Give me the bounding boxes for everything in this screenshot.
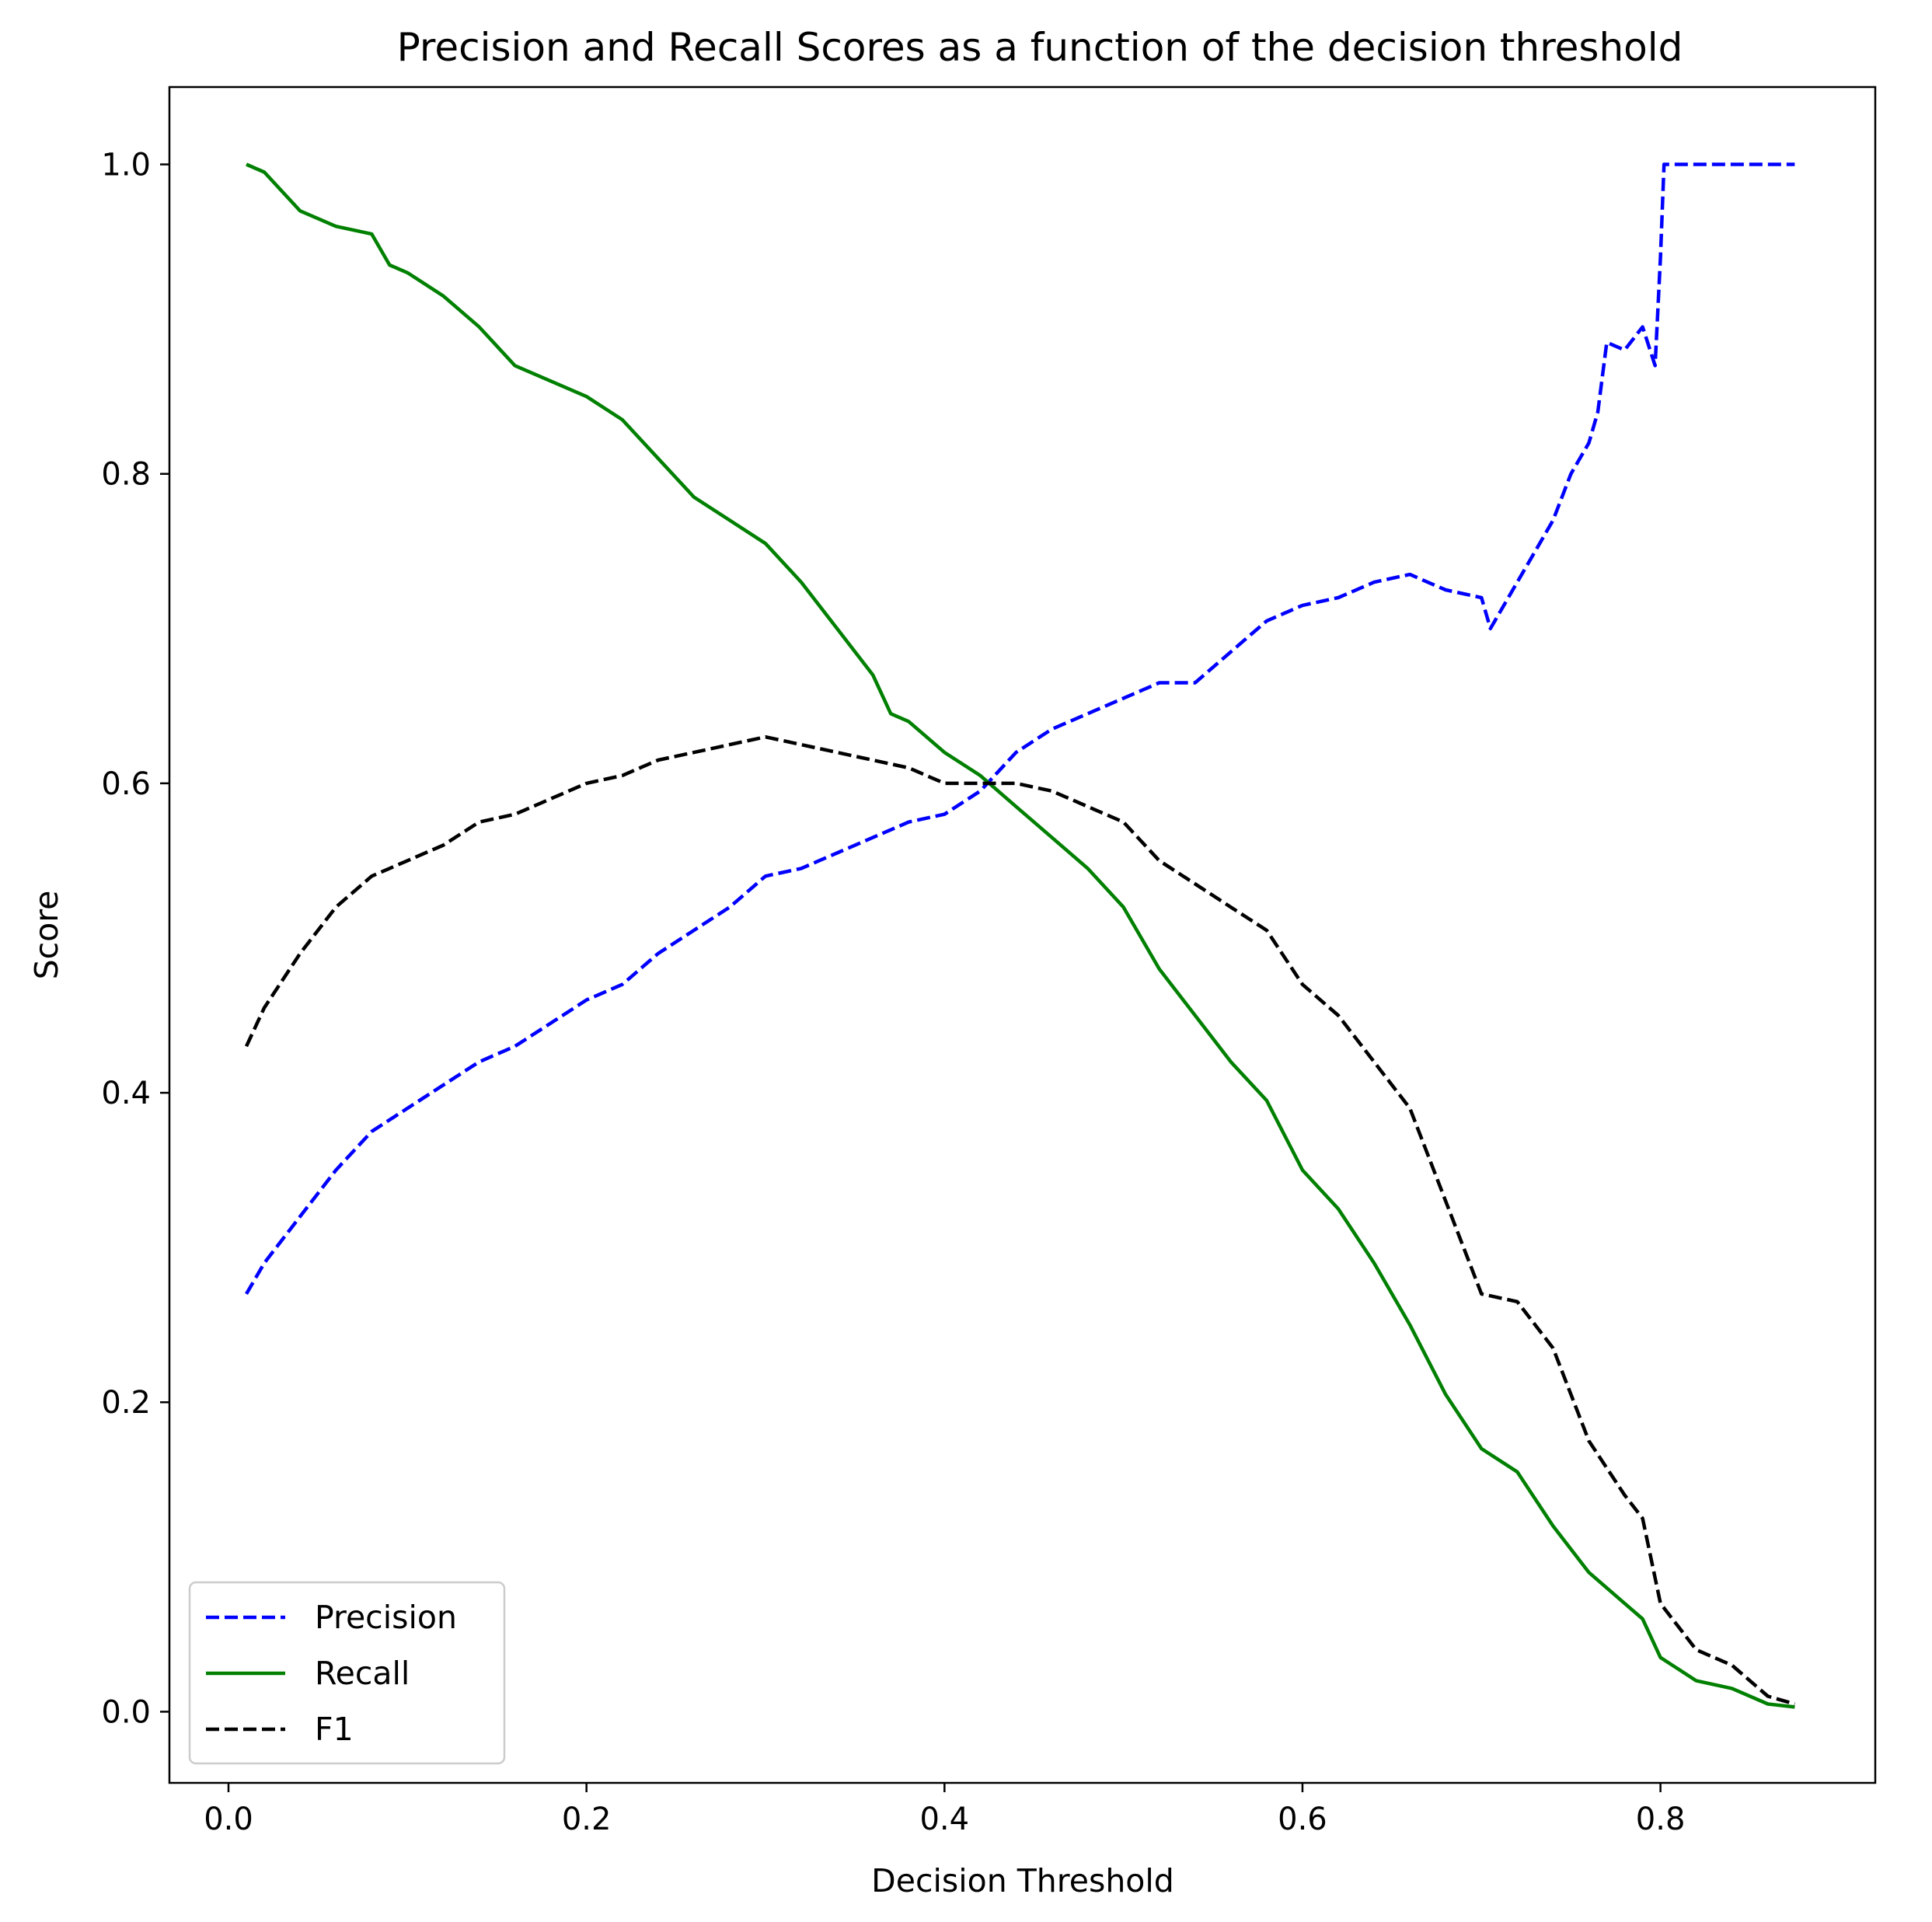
- series-line-recall: [246, 162, 1795, 1709]
- y-tick-label: 0.4: [101, 1076, 151, 1111]
- series-line-precision: [245, 162, 1795, 1296]
- y-tick-label: 0.2: [101, 1385, 151, 1421]
- y-axis-label: Score: [28, 891, 65, 980]
- y-axis-ticks: 0.0 0.2 0.4 0.6 0.8 1.0: [101, 148, 169, 1730]
- x-axis-ticks: 0.0 0.2 0.4 0.6 0.8: [204, 1783, 1685, 1837]
- y-tick-label: 1.0: [101, 148, 151, 183]
- x-tick-label: 0.8: [1636, 1802, 1686, 1837]
- x-tick-label: 0.2: [562, 1802, 612, 1837]
- x-tick-label: 0.4: [919, 1802, 969, 1837]
- series-line-f1: [244, 734, 1796, 1706]
- plot-frame: [168, 85, 1877, 1784]
- legend-label-precision: Precision: [315, 1599, 457, 1636]
- x-tick-label: 0.6: [1278, 1802, 1327, 1837]
- chart-title: Precision and Recall Scores as a functio…: [397, 25, 1683, 70]
- y-tick-label: 0.6: [101, 766, 151, 802]
- legend-label-f1: F1: [315, 1711, 354, 1748]
- series-layer: [244, 162, 1796, 1709]
- legend-label-recall: Recall: [315, 1655, 410, 1692]
- y-tick-label: 0.8: [101, 457, 151, 493]
- y-tick-label: 0.0: [101, 1694, 151, 1730]
- legend-box: [188, 1581, 506, 1765]
- x-axis-label: Decision Threshold: [871, 1862, 1174, 1899]
- legend: Precision Recall F1: [188, 1581, 506, 1765]
- x-tick-label: 0.0: [204, 1802, 253, 1837]
- plot-area: [244, 162, 1796, 1709]
